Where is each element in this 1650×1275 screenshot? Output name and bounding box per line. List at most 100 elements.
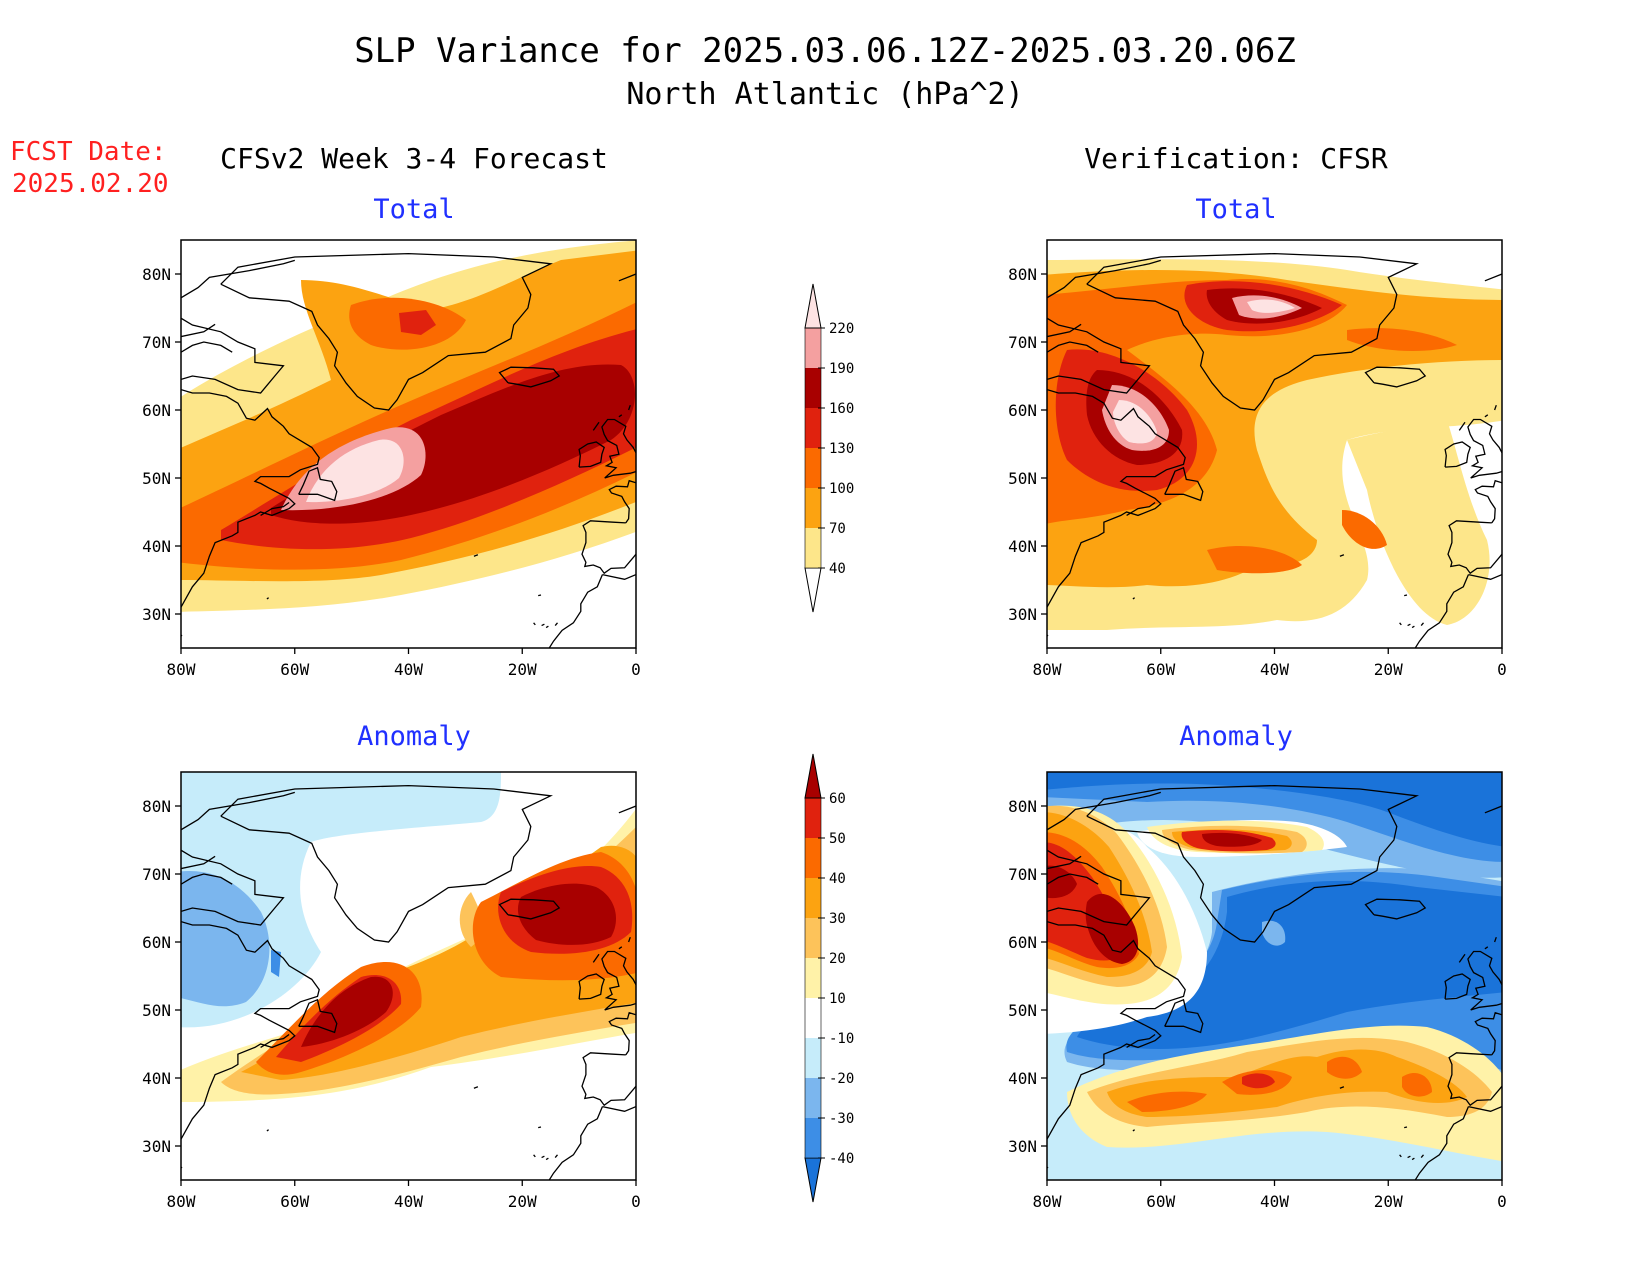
coastline-segment <box>181 849 285 926</box>
lon-tick-label: 80W <box>167 660 196 679</box>
coastline-segment <box>181 341 233 353</box>
coastline-segment <box>1404 594 1408 597</box>
coastline-segment <box>538 594 542 597</box>
coastline-segment <box>1411 1157 1415 1161</box>
colorbar-segment <box>805 368 821 408</box>
contour-fill-layer <box>1047 259 1502 630</box>
coastline-segment <box>1467 950 1502 1011</box>
coastline-segment <box>601 950 636 1011</box>
colorbar-end-triangle <box>804 753 822 799</box>
colorbar-segment <box>805 918 821 958</box>
colorbar-label: 10 <box>829 991 846 1007</box>
coastline-segment <box>601 418 636 479</box>
coastline-segment <box>533 1154 536 1158</box>
coastline-segment <box>181 791 295 831</box>
coastline-segment <box>554 622 559 627</box>
lon-tick-label: 60W <box>1146 1192 1175 1211</box>
lon-tick-label: 0 <box>631 1192 641 1211</box>
colorbar-label: -10 <box>829 1031 854 1047</box>
coastline-segment <box>260 501 290 516</box>
coastline-segment <box>266 1129 269 1132</box>
colorbar-label: 130 <box>829 441 854 457</box>
coastline-segment <box>1404 1126 1408 1129</box>
coastline-segment <box>545 1157 549 1161</box>
colorbar-label: 190 <box>829 361 854 377</box>
coastline-segment <box>1484 273 1502 282</box>
lat-tick-label: 70N <box>142 333 171 352</box>
coastline-segment <box>498 898 561 920</box>
coastline-segment <box>220 784 553 943</box>
lon-tick-label: 20W <box>1374 1192 1403 1211</box>
colorbar-label: 40 <box>829 871 846 887</box>
coastline-segment <box>266 597 269 600</box>
fcst-date-value: 2025.02.20 <box>12 169 169 199</box>
coastline-segment <box>1493 936 1497 943</box>
colorbar-segment <box>805 838 821 878</box>
coastline-segment <box>1047 317 1151 394</box>
lat-tick-label: 40N <box>1008 1069 1037 1088</box>
lon-tick-label: 80W <box>1033 660 1062 679</box>
coastline-segment <box>1339 1086 1345 1089</box>
coastline-segment <box>1047 341 1099 353</box>
colorbar-segment <box>805 798 821 838</box>
panel-subtitle-fcst-total: Total <box>373 194 454 225</box>
axis-group: 80N 70N 60N 50N 40N 30N 80W 60W 40W 20W 0 <box>1008 797 1507 1211</box>
colorbar-end-triangle <box>804 567 822 613</box>
colorbar-segment <box>805 998 821 1038</box>
lon-tick-label: 40W <box>1260 660 1289 679</box>
coastline-segment <box>1468 573 1502 580</box>
map-panel-fcst-anom: 80N 70N 60N 50N 40N 30N 80W 60W 40W 20W 0 <box>142 771 641 1211</box>
lat-tick-label: 80N <box>142 265 171 284</box>
fcst-date-label: FCST Date: <box>10 137 167 167</box>
coastline-segment <box>1411 625 1415 629</box>
colorbar-segment <box>805 1118 821 1158</box>
coastline-segment <box>578 441 605 468</box>
colorbar-segment <box>805 1078 821 1118</box>
coastline-segment <box>548 574 603 648</box>
coastline-segment <box>1444 441 1471 468</box>
lon-tick-label: 20W <box>1374 660 1403 679</box>
colorbar-label: 20 <box>829 951 846 967</box>
coastline-segment <box>1458 953 1466 963</box>
colorbar-end-triangle <box>804 283 822 329</box>
coastline-segment <box>1407 623 1411 627</box>
colorbar-segment <box>805 958 821 998</box>
map-panel-fcst-total: 80N 70N 60N 50N 40N 30N 80W 60W 40W 20W 0 <box>142 239 641 679</box>
axis-group: 80N 70N 60N 50N 40N 30N 80W 60W 40W 20W 0 <box>142 797 641 1211</box>
coastline-segment <box>1164 998 1204 1034</box>
coastline-segment <box>498 366 561 388</box>
coastline-segment <box>1047 855 1082 870</box>
coastline-segment <box>220 252 553 411</box>
coastline-segment <box>1420 1154 1425 1159</box>
coastline-segment <box>618 805 636 814</box>
coastline-segment <box>1364 898 1427 920</box>
contour-fill-layer <box>1047 772 1502 1162</box>
lat-tick-label: 30N <box>1008 1137 1037 1156</box>
main-title: SLP Variance for 2025.03.06.12Z-2025.03.… <box>354 31 1296 71</box>
lat-tick-label: 50N <box>142 469 171 488</box>
coastline-segment <box>545 625 549 629</box>
coastline-layer <box>1047 252 1502 648</box>
left-column-header: CFSv2 Week 3-4 Forecast <box>220 142 608 175</box>
coastline-segment <box>1474 479 1502 524</box>
coastline-segment <box>1086 784 1419 943</box>
coastline-segment <box>1493 404 1497 411</box>
coastline-segment <box>1420 622 1425 627</box>
lon-tick-label: 80W <box>167 1192 196 1211</box>
coastline-segment <box>627 404 631 411</box>
panel-subtitle-fcst-anom: Anomaly <box>357 721 471 752</box>
coastline-segment <box>1126 1033 1156 1048</box>
lat-tick-label: 60N <box>1008 401 1037 420</box>
coastline-segment <box>1126 501 1156 516</box>
coastline-segment <box>608 1011 636 1056</box>
right-column-header: Verification: CFSR <box>1084 142 1388 175</box>
lon-tick-label: 40W <box>394 660 423 679</box>
coastline-segment <box>627 936 631 943</box>
coastline-segment <box>1444 973 1471 1000</box>
lon-tick-label: 20W <box>508 1192 537 1211</box>
colorbar-label: -40 <box>829 1151 854 1167</box>
coastline-segment <box>181 920 320 1140</box>
coastline-segment <box>602 573 636 580</box>
colorbar-label: 40 <box>829 561 846 577</box>
lat-tick-label: 30N <box>1008 605 1037 624</box>
